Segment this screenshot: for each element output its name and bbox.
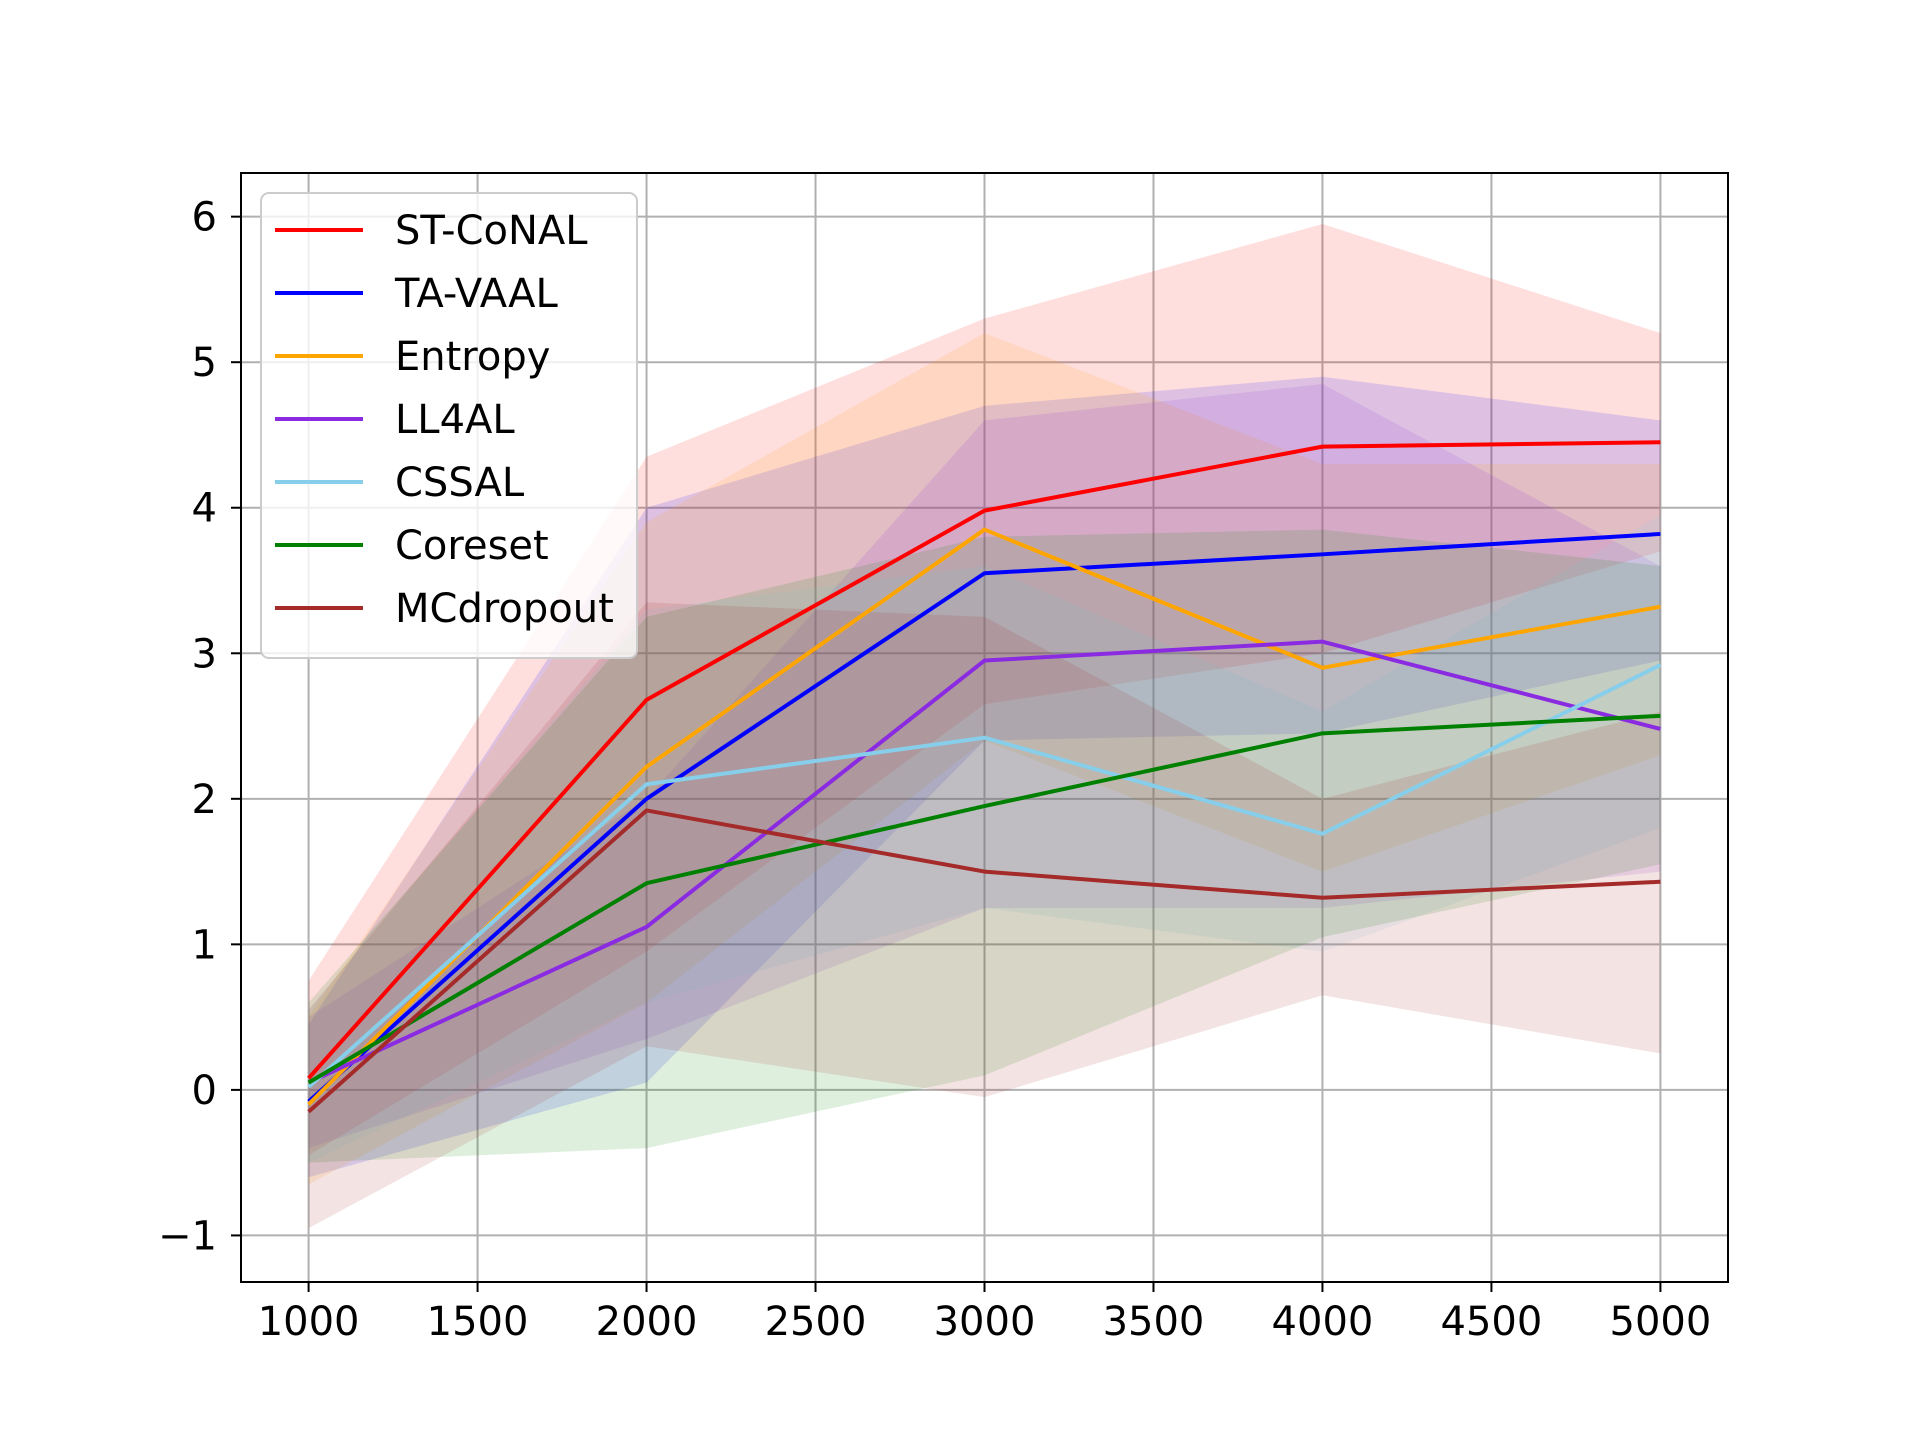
- confidence-bands: [308, 223, 1661, 1229]
- y-tick-label-0: −1: [158, 1213, 217, 1259]
- x-tick-label-1000: 1000: [258, 1299, 360, 1345]
- series-line-entropy: [307, 527, 1661, 1106]
- x-tick-label-3500: 3500: [1103, 1299, 1205, 1345]
- x-tick-label-1500: 1500: [427, 1299, 529, 1345]
- band-st-conal: [308, 223, 1661, 1156]
- y-tick-label-2: 1: [192, 922, 217, 968]
- legend-label-entropy: Entropy: [395, 334, 550, 380]
- y-tick-label-1: 0: [192, 1068, 217, 1114]
- band-mcdropout: [308, 602, 1661, 1229]
- series-line-st-conal: [307, 440, 1661, 1080]
- legend-label-cssal: CSSAL: [395, 460, 525, 506]
- series-lines: [307, 440, 1662, 1114]
- legend-label-st-conal: ST-CoNAL: [395, 208, 588, 254]
- band-ta-vaal: [308, 376, 1661, 1178]
- series-line-cssal: [307, 663, 1662, 1089]
- x-tick-label-4500: 4500: [1441, 1299, 1543, 1345]
- y-tick-label-7: 6: [192, 195, 217, 241]
- y-tick-label-3: 2: [192, 777, 217, 823]
- x-tick-label-4000: 4000: [1272, 1299, 1374, 1345]
- y-tick-label-6: 5: [192, 340, 217, 386]
- series-line-coreset: [307, 713, 1661, 1085]
- legend-label-ta-vaal: TA-VAAL: [394, 271, 559, 317]
- grid: [241, 173, 1728, 1282]
- x-tick-label-2500: 2500: [765, 1299, 867, 1345]
- legend-label-coreset: Coreset: [395, 523, 549, 569]
- legend-label-ll4al: LL4AL: [395, 397, 515, 443]
- axis-ticks: 1000 1500 2000 2500 3000 3500 4000 4500 5000 −1 0 1…: [158, 195, 1711, 1345]
- band-entropy: [308, 333, 1661, 1185]
- band-coreset: [308, 529, 1661, 1163]
- band-cssal: [308, 515, 1661, 1163]
- legend-label-mcdropout: MCdropout: [395, 586, 614, 632]
- x-tick-label-2000: 2000: [596, 1299, 698, 1345]
- series-line-ll4al: [307, 639, 1661, 1085]
- series-line-ta-vaal: [307, 531, 1661, 1104]
- x-tick-label-3000: 3000: [934, 1299, 1036, 1345]
- x-tick-label-5000: 5000: [1610, 1299, 1712, 1345]
- y-tick-label-5: 4: [192, 486, 217, 532]
- series-line-mcdropout: [307, 808, 1661, 1114]
- legend: ST-CoNAL TA-VAAL Entropy LL4AL CSSAL Coreset M…: [260, 192, 638, 659]
- legend-box: [260, 192, 638, 659]
- y-tick-label-4: 3: [192, 631, 217, 677]
- band-ll4al: [308, 384, 1661, 1149]
